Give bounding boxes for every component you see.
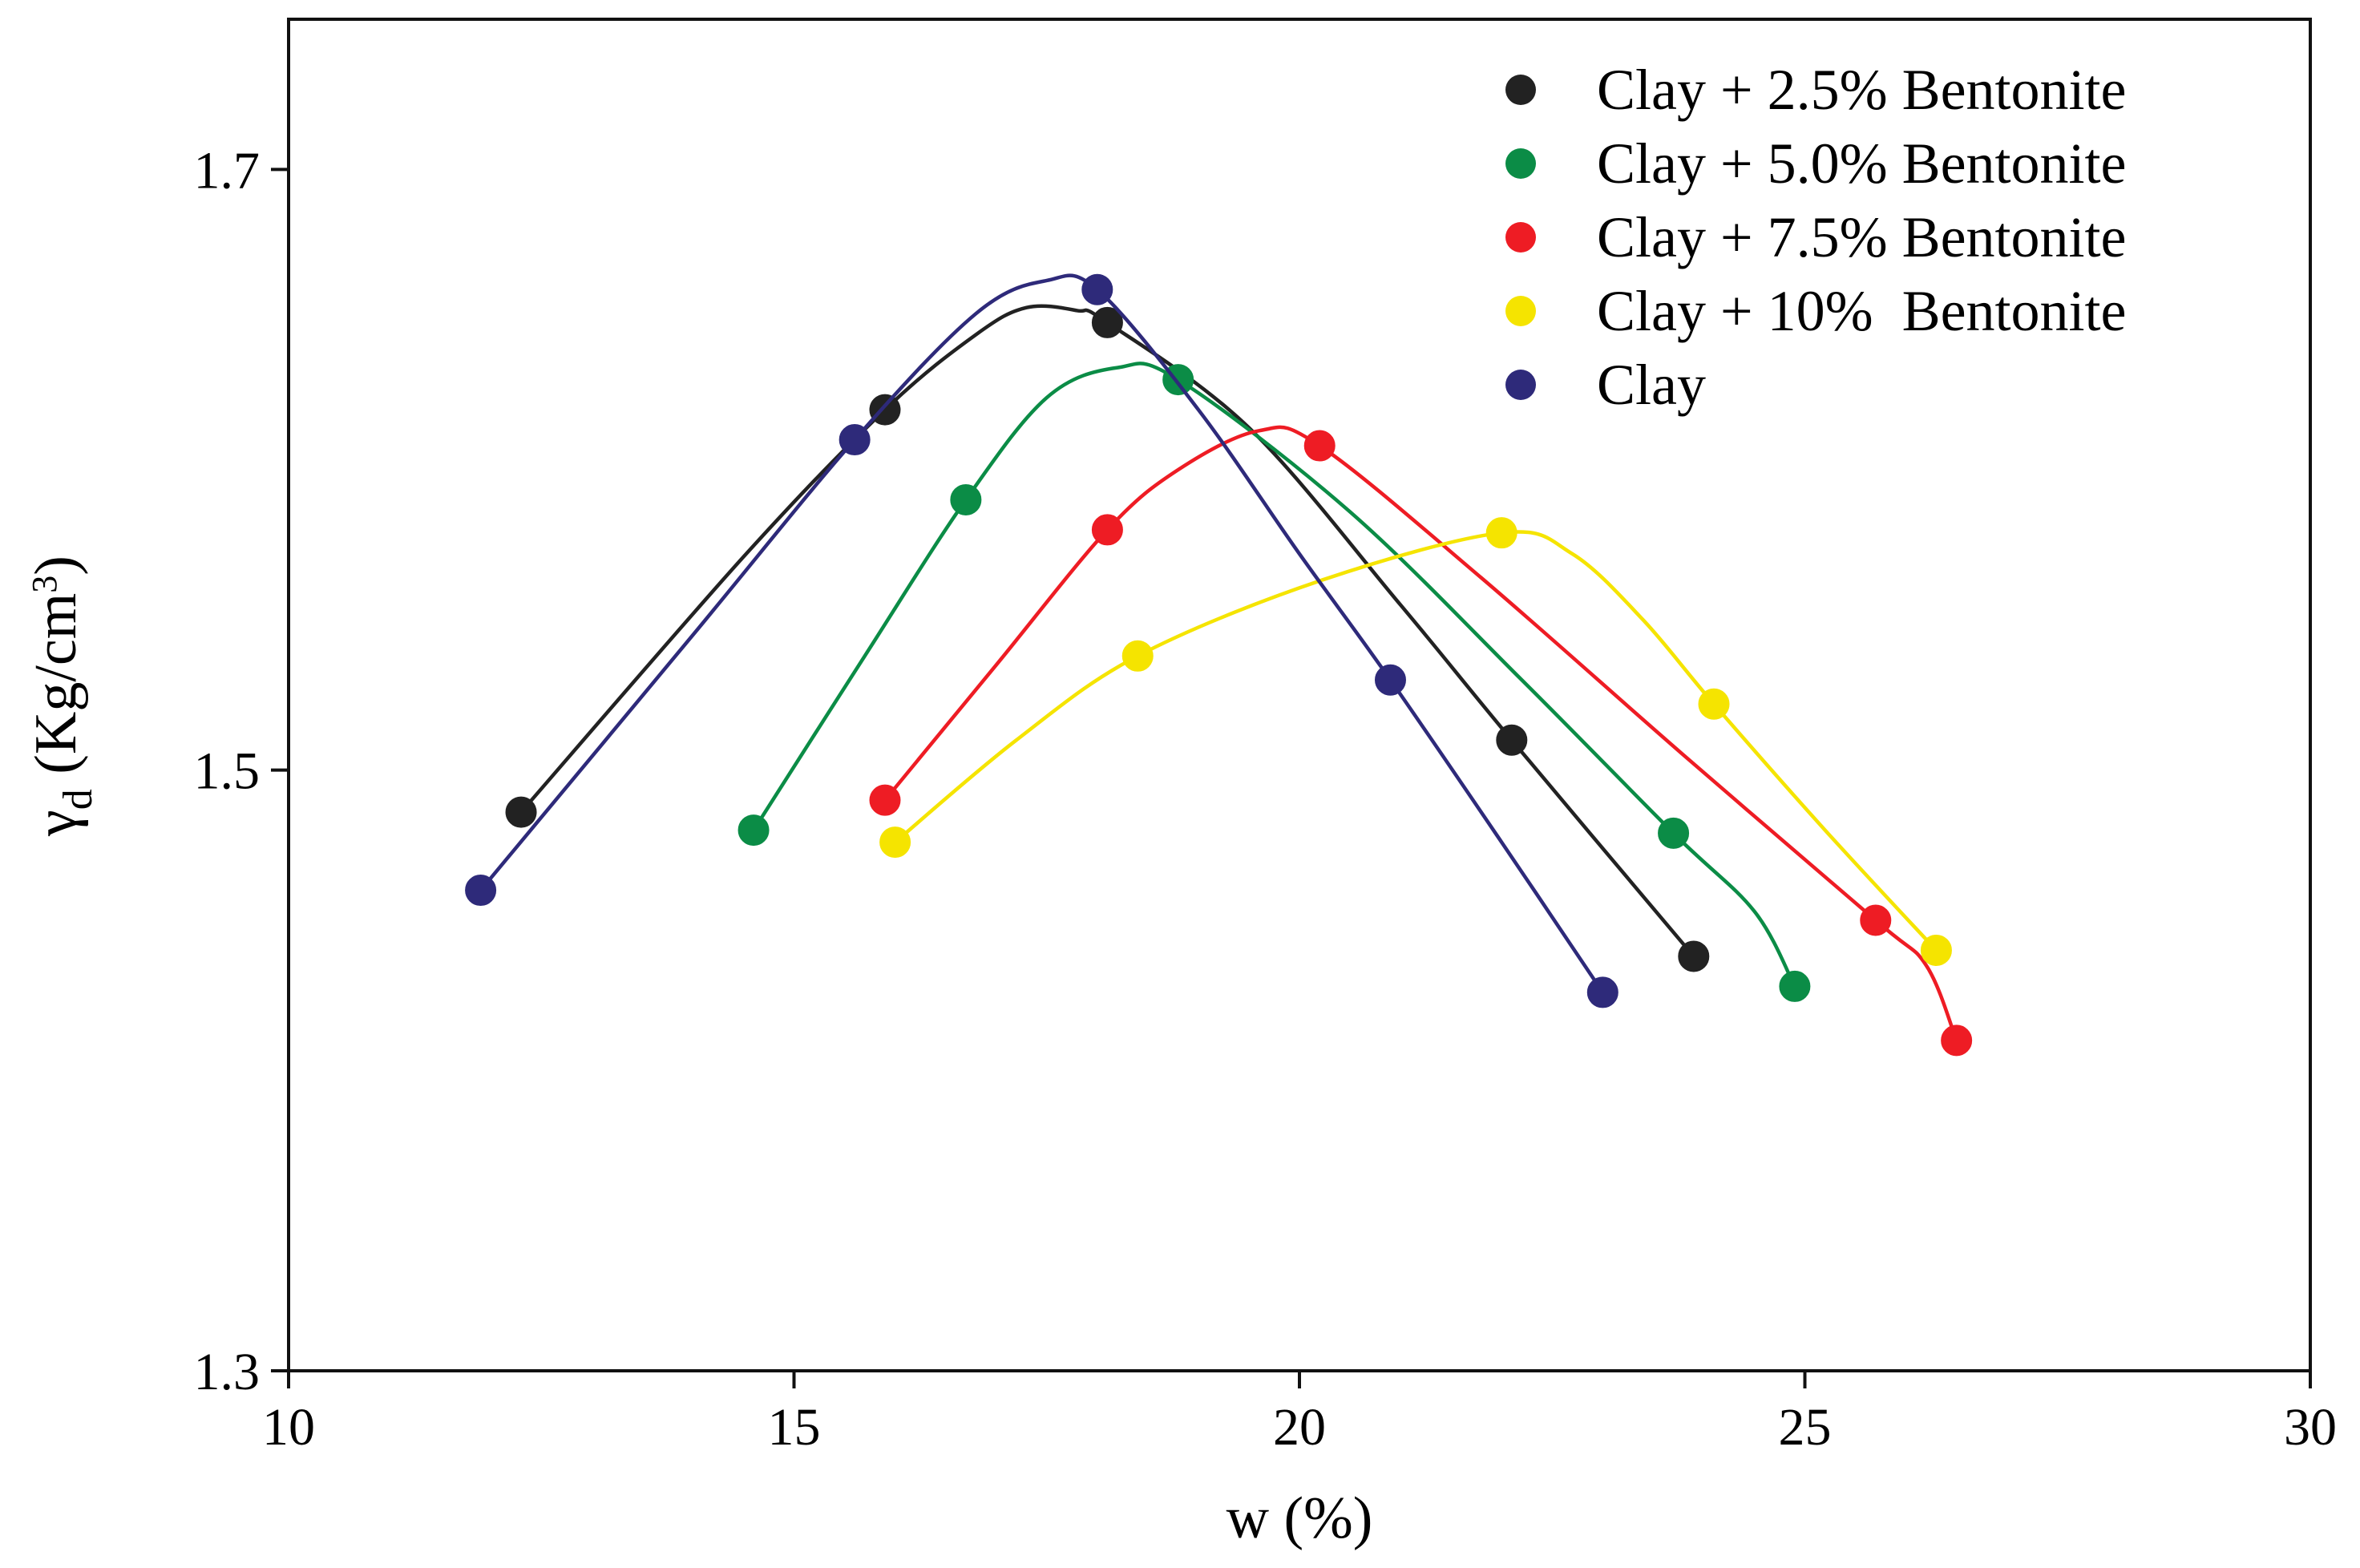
- data-point: [879, 826, 911, 859]
- series-2: [738, 362, 1811, 1002]
- series-4: [879, 517, 1952, 966]
- x-tick-label: 30: [2284, 1398, 2337, 1457]
- data-point: [1678, 940, 1710, 972]
- y-axis-symbol: γ: [23, 810, 89, 837]
- data-point: [738, 814, 770, 847]
- y-axis-unit-power: 3: [25, 576, 64, 593]
- x-tick-label: 25: [1779, 1398, 1832, 1457]
- data-point: [1658, 817, 1690, 849]
- series-group: [465, 273, 1973, 1057]
- legend-label: Clay + 10% Bentonite: [1597, 279, 2127, 343]
- data-point: [1091, 514, 1123, 546]
- data-point: [1496, 724, 1528, 756]
- y-axis-unit-suffix: ): [23, 556, 89, 576]
- legend-label: Clay + 2.5% Bentonite: [1597, 58, 2127, 122]
- legend-item: Clay: [1505, 353, 1706, 417]
- legend-item: Clay + 7.5% Bentonite: [1505, 205, 2127, 269]
- data-point: [505, 796, 537, 828]
- legend-label: Clay + 7.5% Bentonite: [1597, 205, 2127, 269]
- data-point: [1121, 640, 1154, 672]
- data-point: [1586, 976, 1618, 1008]
- data-point: [465, 875, 497, 907]
- legend-marker: [1505, 222, 1536, 253]
- series-line: [519, 304, 1696, 959]
- legend-label: Clay: [1597, 353, 1706, 417]
- legend-item: Clay + 5.0% Bentonite: [1505, 131, 2127, 196]
- data-point: [1779, 970, 1811, 1002]
- x-axis-ticks: 10 15 20 25 30: [262, 1371, 2337, 1457]
- data-point: [869, 784, 901, 816]
- data-point: [950, 483, 982, 515]
- y-tick-label: 1.3: [194, 1343, 261, 1401]
- series-line: [893, 530, 1938, 952]
- legend-marker: [1505, 148, 1536, 179]
- data-point: [1374, 664, 1406, 696]
- y-axis-ticks: 1.3 1.5 1.7: [194, 141, 289, 1401]
- legend-marker: [1505, 370, 1536, 400]
- legend-label: Clay + 5.0% Bentonite: [1597, 131, 2127, 196]
- series-5: [465, 273, 1618, 1008]
- data-point: [1091, 306, 1123, 338]
- y-tick-label: 1.7: [194, 141, 261, 200]
- y-axis-label: γd (Kg/cm3): [23, 556, 101, 837]
- x-tick-label: 10: [262, 1398, 315, 1457]
- legend-marker: [1505, 296, 1536, 326]
- legend-item: Clay + 10% Bentonite: [1505, 279, 2127, 343]
- data-point: [1920, 934, 1952, 966]
- data-point: [869, 394, 901, 426]
- legend-item: Clay + 2.5% Bentonite: [1505, 58, 2127, 122]
- y-tick-label: 1.5: [194, 742, 261, 801]
- legend-marker: [1505, 75, 1536, 105]
- series-1: [505, 304, 1710, 972]
- data-point: [1860, 904, 1892, 936]
- x-tick-label: 20: [1273, 1398, 1326, 1457]
- data-point: [1081, 273, 1113, 305]
- data-point: [1941, 1024, 1973, 1057]
- legend: Clay + 2.5% Bentonite Clay + 5.0% Bentoni…: [1505, 58, 2127, 417]
- data-point: [1485, 517, 1517, 549]
- x-axis-label: w (%): [1226, 1485, 1373, 1551]
- y-axis-unit-prefix: (Kg/cm: [23, 593, 89, 790]
- series-3: [869, 425, 1973, 1057]
- data-point: [839, 424, 871, 456]
- data-point: [1698, 688, 1730, 720]
- x-tick-label: 15: [768, 1398, 821, 1457]
- y-axis-subscript: d: [55, 789, 101, 810]
- data-point: [1303, 430, 1336, 462]
